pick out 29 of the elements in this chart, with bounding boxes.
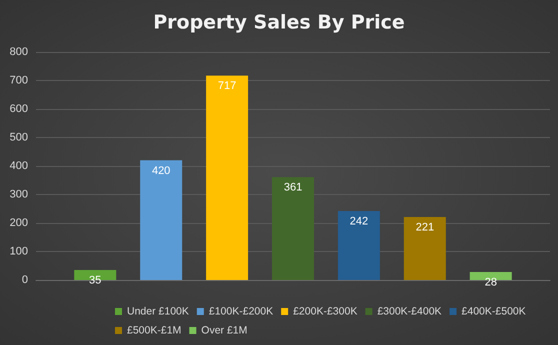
data-label: 420 (152, 164, 170, 177)
y-tick-label: 400 (10, 160, 28, 172)
y-tick-label: 0 (22, 274, 28, 286)
legend-label: £100K-£200K (208, 306, 274, 318)
y-tick-label: 700 (10, 74, 28, 86)
data-label: 717 (218, 80, 236, 92)
data-label: 221 (416, 222, 434, 234)
legend-label: £400K-£500K (462, 306, 526, 318)
chart-title: Property Sales By Price (153, 12, 405, 34)
legend-label: £200K-£300K (293, 306, 358, 318)
y-tick-label: 600 (10, 103, 28, 115)
y-tick-label: 100 (10, 246, 28, 258)
data-label: 361 (284, 182, 302, 194)
legend-label: £500K-£1M (127, 324, 182, 336)
bar (206, 76, 248, 280)
bar (338, 211, 380, 280)
legend-label: Under £100K (127, 306, 189, 318)
bar (404, 217, 446, 280)
legend-label: Over £1M (201, 324, 248, 336)
bar (272, 177, 314, 280)
data-label: 28 (484, 276, 497, 289)
data-label: 242 (350, 216, 368, 228)
legend-label: £300K-£400K (377, 306, 442, 318)
bar (140, 160, 182, 280)
data-label: 35 (89, 274, 102, 287)
y-tick-label: 300 (10, 188, 28, 200)
y-tick-label: 500 (10, 132, 28, 144)
y-tick-label: 200 (10, 217, 28, 229)
y-tick-label: 800 (10, 46, 28, 58)
